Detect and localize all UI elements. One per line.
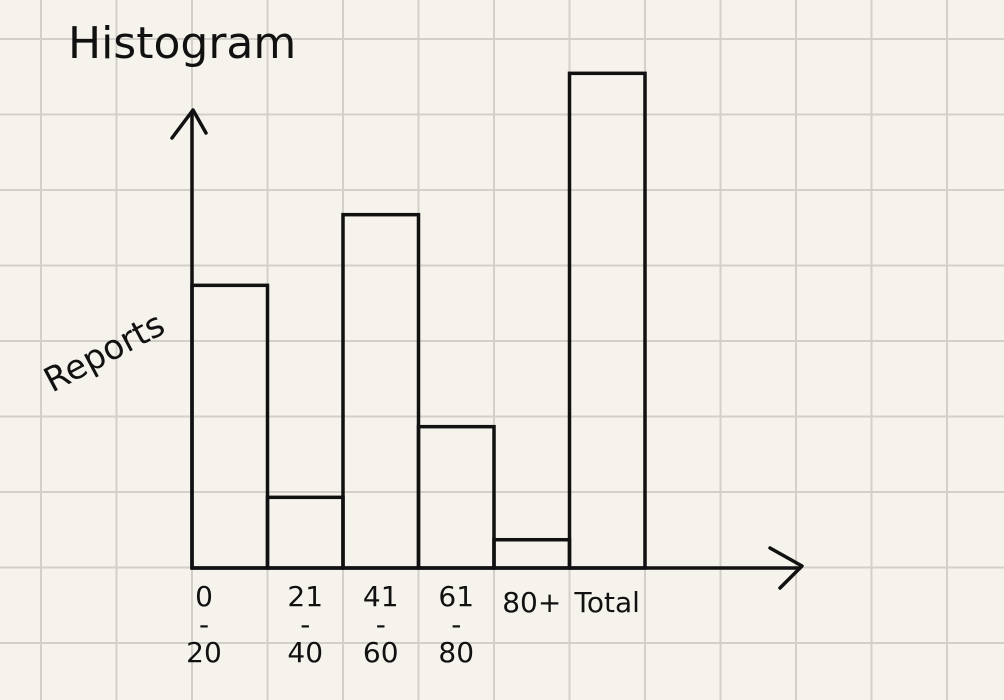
x-tick-label-2-part-2: - <box>300 608 310 641</box>
bar-2 <box>265 495 345 570</box>
y-axis-label: Reports <box>37 304 171 401</box>
bar-4 <box>416 424 496 570</box>
x-tick-label-4-part-1: 61 <box>438 580 474 613</box>
axes <box>170 108 804 590</box>
x-tick-label-2-part-1: 21 <box>287 580 323 613</box>
x-tick-label-1-part-2: - <box>199 608 209 641</box>
x-tick-label-1-part-3: 20 <box>186 636 222 669</box>
x-tick-label-1-part-1: 0 <box>195 580 213 613</box>
chart-title: Histogram <box>68 18 296 69</box>
bar-6 <box>567 71 647 570</box>
x-tick-label-4-part-2: - <box>451 608 461 641</box>
bars <box>190 71 647 570</box>
x-tick-label-4-part-3: 80 <box>438 636 474 669</box>
bar-1 <box>190 283 270 570</box>
bar-5 <box>492 537 572 570</box>
bar-3 <box>341 212 421 570</box>
x-tick-label-3-part-1: 41 <box>363 580 399 613</box>
x-axis-arrowhead <box>768 546 804 590</box>
x-tick-label-3-part-2: - <box>376 608 386 641</box>
x-tick-label-3-part-3: 60 <box>363 636 399 669</box>
y-axis-arrowhead <box>170 108 208 140</box>
x-tick-label-5-part-1: 80+ <box>502 586 561 619</box>
x-tick-label-2-part-3: 40 <box>287 636 323 669</box>
x-tick-label-6-part-1: Total <box>574 586 640 619</box>
